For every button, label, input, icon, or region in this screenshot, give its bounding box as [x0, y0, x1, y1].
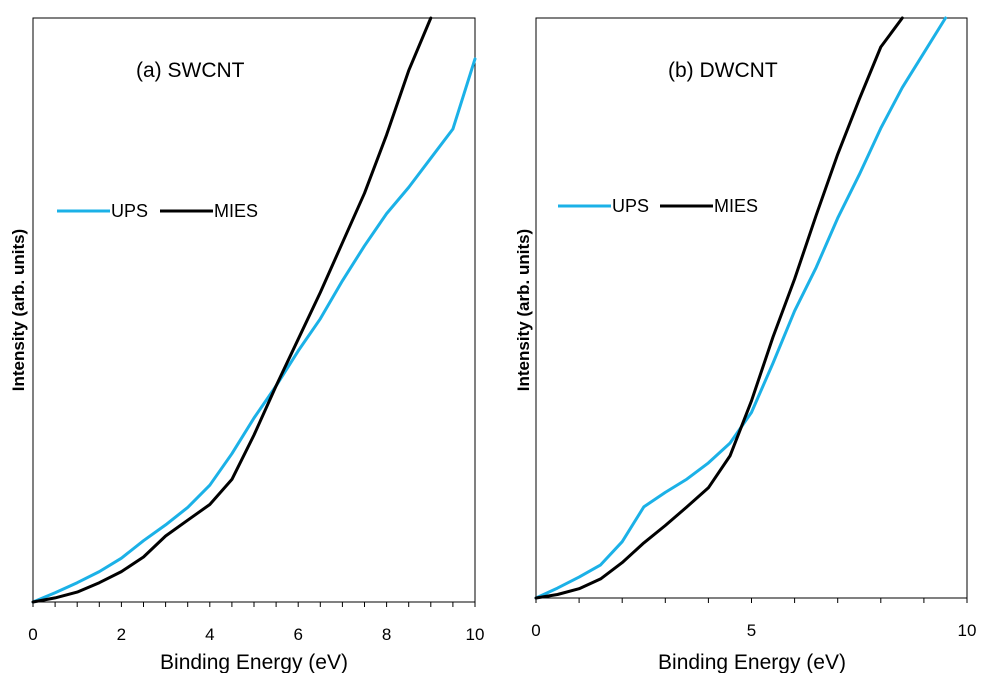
x-tick-label: 10 — [958, 621, 977, 640]
x-tick-label: 8 — [382, 625, 391, 644]
x-ticks-b: 0 5 10 — [531, 598, 976, 640]
plot-frame-b — [535, 17, 968, 599]
legend-label-ups-a: UPS — [111, 201, 148, 221]
x-tick-label: 6 — [293, 625, 302, 644]
y-axis-title-b: Intensity (arb. units) — [514, 229, 533, 391]
legend-b: UPS MIES — [558, 196, 758, 216]
legend-label-ups-b: UPS — [612, 196, 649, 216]
series-group-b — [534, 16, 947, 600]
x-ticks-a: 0 2 4 6 8 10 — [28, 602, 484, 644]
series-line-mies — [534, 16, 904, 600]
legend-a: UPS MIES — [57, 201, 258, 221]
series-line-mies — [31, 16, 433, 604]
x-tick-label: 2 — [117, 625, 126, 644]
x-axis-title-b: Binding Energy (eV) — [658, 651, 846, 673]
panel-b: 0 5 10 (b) DWCNT Binding Energy (eV) Inten… — [514, 16, 976, 673]
x-tick-label: 4 — [205, 625, 214, 644]
x-tick-label: 5 — [747, 621, 756, 640]
plot-frame-a — [32, 17, 476, 603]
x-tick-label: 0 — [28, 625, 37, 644]
series-line-ups — [534, 16, 947, 600]
panel-title-b: (b) DWCNT — [668, 59, 778, 82]
legend-label-mies-a: MIES — [214, 201, 258, 221]
x-axis-title-a: Binding Energy (eV) — [160, 651, 348, 673]
x-tick-label: 10 — [466, 625, 485, 644]
x-tick-label: 0 — [531, 621, 540, 640]
y-axis-title-a: Intensity (arb. units) — [9, 229, 28, 391]
legend-label-mies-b: MIES — [714, 196, 758, 216]
series-line-ups — [31, 57, 477, 604]
panel-title-a: (a) SWCNT — [136, 59, 245, 82]
series-group-a — [31, 16, 477, 604]
panel-a: 0 2 4 6 8 10 (a) SWCNT Binding Energy (eV) In… — [9, 16, 484, 673]
